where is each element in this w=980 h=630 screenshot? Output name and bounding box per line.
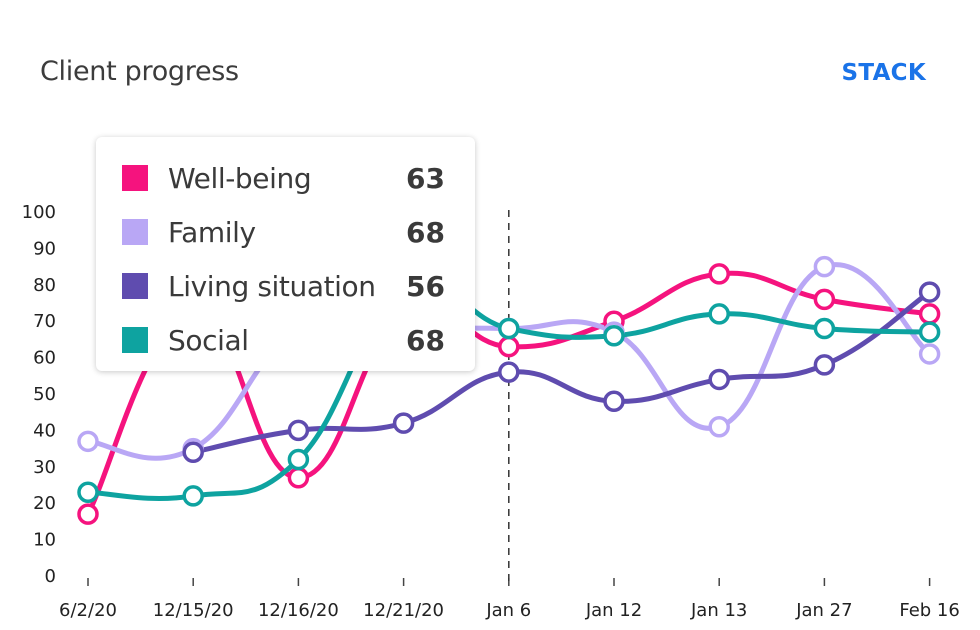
data-point-social[interactable]	[77, 481, 99, 504]
y-axis: 0 10 20 30 40 50 60 70 80 90 100	[22, 202, 56, 587]
data-point-living-situation[interactable]	[498, 361, 520, 383]
y-tick-label: 40	[33, 420, 56, 441]
data-point-living-situation[interactable]	[603, 390, 625, 413]
stack-button[interactable]: STACK	[841, 60, 926, 86]
y-tick-label: 0	[45, 566, 56, 587]
tooltip-label: Living situation	[168, 269, 376, 303]
data-point-living-situation[interactable]	[287, 419, 310, 442]
data-point-social[interactable]	[498, 317, 520, 340]
data-point-well-being[interactable]	[813, 288, 836, 311]
x-tick-label: Jan 6	[485, 600, 531, 621]
y-tick-label: 70	[33, 311, 56, 332]
tooltip-row-social: Social 68	[122, 313, 445, 367]
tooltip-row-well-being: Well-being 63	[122, 151, 445, 205]
well-being-swatch	[122, 165, 148, 191]
tooltip-value: 63	[406, 161, 445, 195]
x-tick-label: Jan 13	[690, 600, 747, 621]
chart-title: Client progress	[40, 56, 239, 87]
living-situation-swatch	[122, 273, 148, 299]
y-tick-label: 10	[33, 530, 56, 551]
y-tick-label: 30	[33, 457, 56, 478]
y-tick-label: 90	[33, 238, 56, 259]
data-point-living-situation[interactable]	[392, 412, 415, 434]
series-line-family	[85, 262, 933, 461]
data-point-well-being[interactable]	[287, 466, 310, 489]
data-point-well-being[interactable]	[498, 335, 520, 358]
data-point-family[interactable]	[918, 343, 941, 365]
tooltip-value: 68	[406, 215, 445, 249]
data-point-social[interactable]	[182, 485, 204, 507]
data-point-social[interactable]	[287, 448, 310, 471]
tooltip-value: 68	[406, 323, 445, 357]
x-tick-label: 12/16/20	[258, 600, 339, 621]
y-tick-label: 60	[33, 348, 56, 369]
y-tick-label: 20	[33, 493, 56, 514]
x-tick-label: Feb 16	[899, 600, 960, 621]
data-point-family[interactable]	[813, 255, 836, 278]
family-swatch	[122, 219, 148, 245]
data-point-living-situation[interactable]	[813, 354, 836, 376]
tooltip-value: 56	[406, 269, 445, 303]
data-point-well-being[interactable]	[77, 503, 99, 525]
x-axis: 6/2/20 12/15/20 12/16/20 12/21/20 Jan 6 Jan 1…	[59, 578, 960, 621]
series-line-social	[85, 281, 933, 502]
data-point-social[interactable]	[813, 317, 836, 340]
x-tick-label: Jan 12	[585, 600, 642, 621]
tooltip: Well-being 63 Family 68 Living situation…	[96, 137, 475, 371]
y-tick-label: 100	[22, 202, 56, 223]
data-point-living-situation[interactable]	[708, 368, 730, 391]
data-point-living-situation[interactable]	[918, 281, 941, 303]
tooltip-row-family: Family 68	[122, 205, 445, 259]
tooltip-label: Family	[168, 215, 256, 249]
tooltip-label: Well-being	[168, 161, 312, 195]
tooltip-label: Social	[168, 323, 249, 357]
data-point-living-situation[interactable]	[182, 441, 204, 463]
tooltip-row-living-situation: Living situation 56	[122, 259, 445, 313]
x-tick-label: 12/15/20	[153, 600, 234, 621]
x-tick-label: 12/21/20	[363, 600, 444, 621]
x-tick-label: Jan 27	[795, 600, 852, 621]
y-tick-label: 50	[33, 384, 56, 405]
data-point-well-being[interactable]	[918, 303, 941, 325]
data-point-well-being[interactable]	[708, 263, 730, 285]
data-point-family[interactable]	[708, 416, 730, 438]
data-point-social[interactable]	[603, 325, 625, 347]
social-swatch	[122, 327, 148, 353]
data-point-social[interactable]	[708, 303, 730, 325]
y-tick-label: 80	[33, 275, 56, 296]
data-point-social[interactable]	[918, 321, 941, 343]
data-point-family[interactable]	[77, 430, 99, 453]
x-tick-label: 6/2/20	[59, 600, 117, 621]
